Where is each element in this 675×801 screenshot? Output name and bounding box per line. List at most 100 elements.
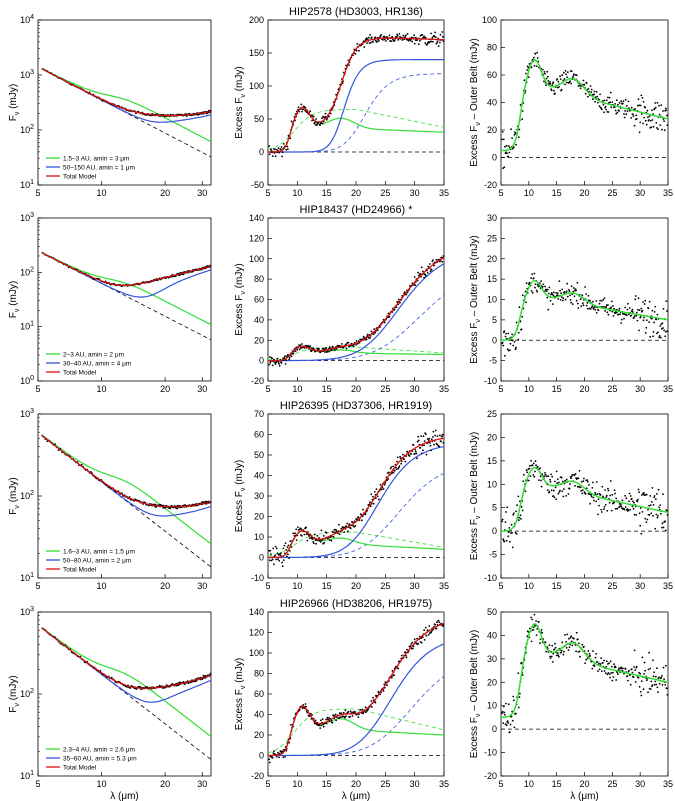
residual-data-point <box>628 669 630 672</box>
residual-data-point <box>662 308 665 310</box>
residual-data-point <box>649 335 652 338</box>
excess-data-point <box>394 463 397 466</box>
excess-xtick-label: 15 <box>322 779 332 789</box>
residual-data-point <box>642 301 644 303</box>
residual-data-point <box>630 117 633 119</box>
sed-legend: 1.6–3 AU, amin = 1.5 μm 50–80 AU, amin = … <box>42 544 150 574</box>
residual-data-point <box>511 532 513 534</box>
excess-data-point <box>388 471 390 474</box>
excess-xtick-label: 5 <box>265 779 270 789</box>
excess-warm-smooth-line <box>267 531 445 557</box>
residual-xtick-label: 15 <box>552 581 562 591</box>
residual-data-point <box>657 488 660 491</box>
residual-ytick-label: 50 <box>487 607 497 617</box>
residual-data-point <box>532 56 535 59</box>
excess-xtick-label: 5 <box>265 581 270 591</box>
excess-data-point <box>274 148 276 151</box>
residual-data-point <box>520 518 522 520</box>
residual-data-point <box>535 464 537 467</box>
excess-data-point <box>274 363 277 365</box>
residual-data-point <box>562 653 565 656</box>
excess-data-point <box>372 495 374 498</box>
residual-data-point <box>558 655 560 658</box>
excess-data-point <box>345 343 347 346</box>
residual-data-point <box>518 516 521 519</box>
excess-data-point <box>387 312 390 315</box>
residual-data-point <box>561 299 564 302</box>
excess-data-point <box>442 441 445 444</box>
excess-data-point <box>283 544 286 547</box>
excess-data-point <box>392 465 394 468</box>
residual-data-point <box>639 672 642 675</box>
residual-data-point <box>628 307 631 309</box>
residual-data-point <box>512 344 515 347</box>
x-axis-label: λ (μm) <box>342 791 371 801</box>
residual-ytick-label: 5 <box>492 315 497 325</box>
residual-data-point <box>627 100 630 103</box>
residual-data-point <box>649 495 652 497</box>
excess-data-point <box>383 38 386 41</box>
residual-data-point <box>540 485 543 488</box>
excess-panel-HIP26966: 5 10 15 20 25 30 35 -20 0 20 40 60 80 100 120 140 HIP269… <box>234 598 449 789</box>
excess-data-point <box>320 529 323 532</box>
excess-data-point <box>439 33 442 36</box>
excess-data-point <box>382 39 384 41</box>
residual-data-point <box>648 504 650 507</box>
sed-panel-HIP2578: 5 10 20 30 101 102 103 104 1.5–3 AU, amin = 3 μm… <box>8 14 212 198</box>
residual-data-point <box>543 475 546 478</box>
residual-data-point <box>642 688 645 691</box>
excess-data-point <box>442 255 445 257</box>
residual-data-point <box>536 465 539 468</box>
residual-data-point <box>659 336 662 339</box>
residual-data-point <box>571 474 574 476</box>
residual-data-point <box>561 74 564 77</box>
residual-data-point <box>607 487 609 490</box>
residual-data-point <box>598 302 601 305</box>
residual-data-point <box>559 78 562 80</box>
residual-data-point <box>560 649 563 652</box>
residual-data-point <box>524 290 527 293</box>
residual-data-point <box>633 513 636 516</box>
residual-data-point <box>545 475 548 477</box>
excess-total-model-line <box>268 37 444 153</box>
residual-data-point <box>505 702 507 705</box>
excess-data-point <box>362 508 364 511</box>
sed-warm-belt-line <box>41 434 212 545</box>
sed-data-point <box>129 687 132 689</box>
excess-data-point <box>352 345 355 348</box>
residual-data-point <box>597 513 599 516</box>
excess-data-point <box>376 495 379 498</box>
residual-data-point <box>657 331 659 334</box>
legend-entry: Total Model <box>63 369 97 376</box>
residual-data-point <box>613 489 616 492</box>
residual-data-point <box>638 491 640 494</box>
residual-xtick-label: 25 <box>607 581 617 591</box>
residual-data-point <box>581 643 584 646</box>
residual-ylabel: Excess Fν – Outer Belt (mJy) <box>469 432 482 561</box>
excess-data-point <box>362 711 365 714</box>
excess-data-point <box>424 626 427 629</box>
excess-data-point <box>280 362 283 364</box>
excess-data-point <box>374 36 377 39</box>
residual-data-point <box>535 620 537 622</box>
residual-data-point <box>502 538 505 541</box>
residual-data-point <box>600 511 603 513</box>
residual-data-point <box>607 313 610 316</box>
residual-data-point <box>609 91 612 94</box>
residual-data-point <box>625 314 628 317</box>
residual-data-point <box>640 532 643 535</box>
residual-data-point <box>666 114 668 117</box>
residual-data-point <box>503 711 506 714</box>
residual-xtick-label: 35 <box>663 581 673 591</box>
excess-data-point <box>417 435 420 438</box>
excess-data-point <box>355 49 358 52</box>
excess-data-point <box>411 641 414 644</box>
residual-data-point <box>660 676 663 679</box>
excess-data-point <box>423 440 426 442</box>
excess-ytick-label: -20 <box>251 376 264 386</box>
legend-entry: 35–60 AU, amin = 5.3 μm <box>63 755 137 762</box>
excess-data-point <box>403 458 405 461</box>
excess-data-point <box>341 343 343 345</box>
residual-data-point <box>640 307 643 310</box>
residual-data-point <box>563 488 565 490</box>
